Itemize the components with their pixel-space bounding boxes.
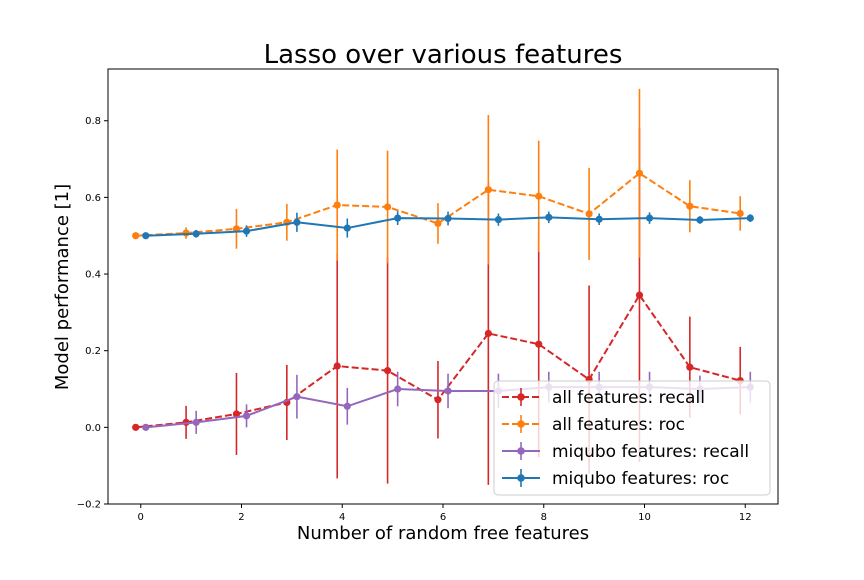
data-point: [293, 218, 301, 226]
x-tick-label: 8: [541, 512, 547, 523]
y-tick-label: −0.2: [77, 500, 101, 511]
data-point: [736, 209, 744, 218]
x-tick-label: 0: [138, 512, 144, 523]
legend-label: all features: recall: [552, 388, 705, 408]
y-tick-label: 0.8: [85, 116, 101, 127]
data-point: [232, 410, 241, 418]
legend-label: miqubo features: roc: [552, 469, 729, 489]
series-1: [132, 88, 744, 265]
data-point: [142, 232, 150, 240]
chart-title: Lasso over various features: [264, 40, 623, 70]
legend-marker: [517, 447, 525, 455]
legend-label: miqubo features: recall: [552, 442, 749, 462]
data-point: [434, 219, 442, 228]
y-axis-label: Model performance [1]: [52, 184, 73, 390]
data-point: [333, 362, 341, 370]
data-point: [635, 169, 644, 177]
data-point: [595, 215, 603, 223]
data-point: [444, 387, 452, 395]
data-point: [142, 423, 150, 431]
y-tick-label: 0.4: [85, 270, 101, 281]
data-point: [545, 213, 553, 221]
data-point: [182, 229, 190, 237]
y-tick-label: 0.6: [85, 193, 101, 204]
data-point: [535, 340, 543, 348]
axis-ticks: 0 2 4 6 8 10 12 −0.2 0.0 0.2 0.4 0.6 0.8: [77, 116, 752, 523]
data-point: [484, 186, 492, 194]
data-point: [434, 396, 442, 404]
legend-label: all features: roc: [552, 415, 685, 435]
series-3: [142, 211, 754, 240]
data-point: [686, 202, 694, 210]
y-tick-label: 0.0: [85, 423, 101, 434]
data-point: [535, 192, 543, 200]
data-point: [192, 418, 200, 426]
x-tick-label: 4: [339, 512, 345, 523]
data-point: [132, 232, 140, 240]
data-point: [394, 214, 402, 222]
x-tick-label: 12: [739, 512, 752, 523]
x-tick-label: 2: [238, 512, 244, 523]
data-point: [333, 201, 341, 209]
data-point: [686, 363, 694, 371]
data-point: [383, 203, 392, 211]
x-axis-label: Number of random free features: [297, 523, 589, 544]
legend-marker: [517, 474, 525, 482]
y-tick-label: 0.2: [85, 346, 101, 357]
data-point: [645, 214, 654, 222]
data-point: [192, 230, 200, 238]
data-point: [696, 216, 704, 224]
data-point: [484, 329, 492, 338]
legend-box: [493, 380, 771, 496]
legend-marker: [517, 393, 525, 401]
data-point: [343, 224, 351, 232]
data-point: [746, 214, 754, 222]
data-point: [293, 393, 301, 401]
data-point: [635, 291, 644, 299]
data-point: [494, 216, 503, 224]
data-point: [242, 227, 251, 235]
data-point: [394, 385, 402, 393]
data-point: [383, 367, 392, 375]
data-point: [242, 412, 251, 420]
legend: all features: recall all features: roc miq…: [493, 380, 771, 496]
legend-marker: [517, 420, 525, 428]
data-point: [343, 402, 351, 410]
data-point: [444, 214, 452, 223]
data-point: [132, 423, 140, 431]
x-tick-label: 6: [440, 512, 446, 523]
data-point: [585, 210, 593, 218]
x-tick-label: 10: [638, 512, 651, 523]
